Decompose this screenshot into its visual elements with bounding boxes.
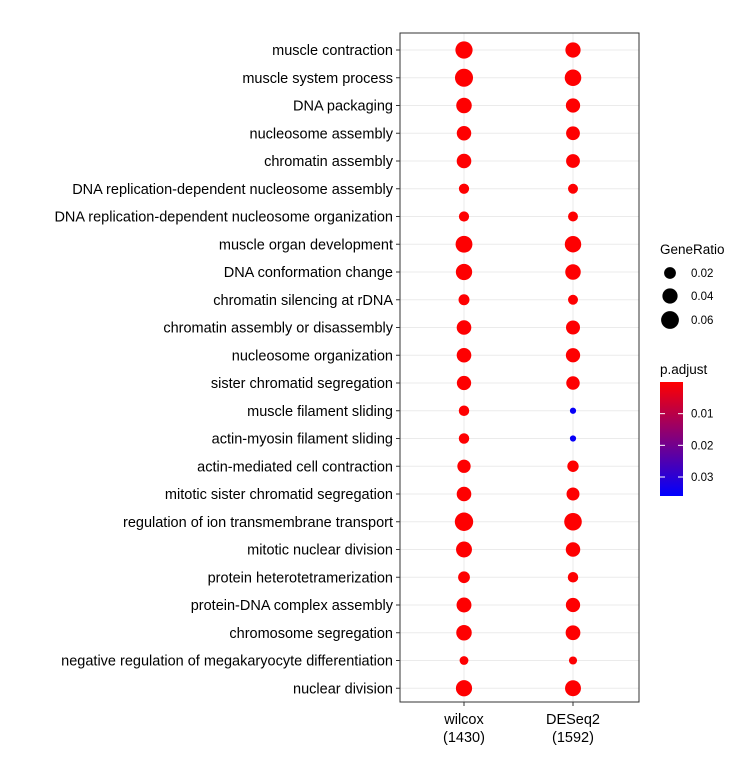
data-point bbox=[455, 235, 473, 253]
data-point bbox=[458, 294, 470, 306]
y-tick-label: mitotic sister chromatid segregation bbox=[165, 487, 393, 503]
gene-ratio-legend-label: 0.06 bbox=[691, 315, 713, 327]
data-point bbox=[565, 264, 581, 280]
y-tick-label: nucleosome assembly bbox=[250, 126, 394, 142]
x-tick-sublabel: (1430) bbox=[443, 730, 485, 746]
data-point bbox=[566, 126, 580, 141]
x-tick-label: DESeq2 bbox=[546, 712, 600, 728]
data-point bbox=[569, 435, 577, 442]
y-tick-label: regulation of ion transmembrane transpor… bbox=[123, 515, 393, 531]
y-tick-label: mitotic nuclear division bbox=[247, 543, 393, 559]
data-point bbox=[458, 571, 470, 584]
data-point bbox=[454, 68, 474, 87]
y-tick-label: chromatin silencing at rDNA bbox=[213, 293, 393, 309]
data-point bbox=[566, 320, 580, 335]
y-tick-label: chromatin assembly bbox=[264, 154, 394, 170]
data-point bbox=[455, 41, 473, 59]
y-tick-label: DNA packaging bbox=[293, 99, 393, 115]
y-tick-label: nucleosome organization bbox=[232, 348, 393, 364]
y-tick-label: muscle system process bbox=[242, 71, 393, 87]
data-point bbox=[564, 236, 582, 253]
y-tick-label: nuclear division bbox=[293, 681, 393, 697]
data-point bbox=[456, 97, 472, 114]
y-tick-label: actin-mediated cell contraction bbox=[197, 459, 393, 475]
data-point bbox=[456, 486, 472, 502]
y-tick-label: DNA replication-dependent nucleosome ass… bbox=[72, 182, 394, 198]
data-point bbox=[565, 42, 581, 58]
y-tick-label: DNA replication-dependent nucleosome org… bbox=[54, 210, 393, 226]
p-adjust-legend-label: 0.01 bbox=[691, 409, 713, 421]
data-point bbox=[565, 597, 581, 613]
data-point bbox=[455, 680, 473, 697]
p-adjust-legend-label: 0.03 bbox=[691, 472, 713, 484]
gene-ratio-legend: GeneRatio 0.02 0.04 0.06 bbox=[660, 242, 725, 329]
y-tick-label: muscle filament sliding bbox=[247, 404, 393, 420]
data-point bbox=[568, 656, 578, 665]
grid-lines bbox=[400, 33, 639, 702]
y-tick-label: protein-DNA complex assembly bbox=[191, 598, 394, 614]
y-tick-label: chromatin assembly or disassembly bbox=[163, 321, 393, 337]
data-point bbox=[566, 376, 580, 390]
y-tick-label: sister chromatid segregation bbox=[211, 376, 393, 392]
data-point bbox=[456, 347, 472, 363]
data-point bbox=[456, 375, 472, 391]
data-point bbox=[569, 407, 577, 414]
y-axis: muscle contraction muscle system process D… bbox=[54, 43, 400, 697]
data-point bbox=[565, 680, 581, 697]
x-tick-sublabel: (1592) bbox=[552, 730, 594, 746]
gene-ratio-legend-key bbox=[661, 311, 679, 329]
data-point bbox=[567, 572, 579, 583]
data-point bbox=[456, 597, 472, 613]
gene-ratio-legend-label: 0.02 bbox=[691, 268, 713, 280]
data-point bbox=[568, 211, 578, 222]
data-point bbox=[564, 512, 582, 531]
data-point bbox=[454, 512, 474, 531]
data-point bbox=[566, 487, 580, 501]
x-axis: wilcox (1430) DESeq2 (1592) bbox=[443, 702, 600, 746]
data-point bbox=[459, 656, 469, 665]
p-adjust-colorbar bbox=[660, 382, 683, 496]
data-point bbox=[565, 348, 581, 363]
data-point bbox=[456, 126, 472, 141]
gene-ratio-legend-title: GeneRatio bbox=[660, 242, 725, 257]
data-point bbox=[458, 405, 470, 416]
x-tick-label: wilcox bbox=[443, 712, 484, 728]
data-point bbox=[565, 98, 581, 113]
y-tick-label: protein heterotetramerization bbox=[208, 570, 393, 586]
data-point bbox=[456, 541, 472, 558]
data-point bbox=[456, 625, 472, 641]
y-tick-label: chromosome segregation bbox=[229, 626, 393, 642]
data-point bbox=[566, 154, 580, 168]
y-tick-label: actin-myosin filament sliding bbox=[212, 432, 393, 448]
data-points bbox=[454, 41, 582, 697]
plot-panel-border bbox=[399, 32, 640, 703]
data-point bbox=[456, 153, 472, 169]
data-point bbox=[455, 263, 473, 281]
p-adjust-legend: p.adjust 0.01 0.02 0.03 bbox=[660, 362, 713, 496]
y-tick-label: DNA conformation change bbox=[224, 265, 393, 281]
data-point bbox=[564, 69, 582, 87]
y-tick-label: muscle organ development bbox=[219, 237, 393, 253]
gene-ratio-legend-key bbox=[664, 267, 676, 279]
y-tick-label: negative regulation of megakaryocyte dif… bbox=[61, 654, 393, 670]
data-point bbox=[565, 625, 581, 641]
data-point bbox=[568, 294, 578, 305]
gene-ratio-legend-label: 0.04 bbox=[691, 291, 714, 303]
y-tick-label: muscle contraction bbox=[272, 43, 393, 59]
data-point bbox=[458, 211, 470, 222]
p-adjust-legend-title: p.adjust bbox=[660, 362, 708, 377]
p-adjust-legend-label: 0.02 bbox=[691, 440, 713, 452]
data-point bbox=[458, 183, 470, 194]
data-point bbox=[457, 459, 471, 473]
data-point bbox=[458, 433, 470, 444]
gene-ratio-legend-key bbox=[662, 288, 678, 304]
data-point bbox=[456, 320, 472, 335]
data-point bbox=[567, 460, 579, 472]
data-point bbox=[565, 542, 581, 557]
data-point bbox=[568, 183, 578, 194]
